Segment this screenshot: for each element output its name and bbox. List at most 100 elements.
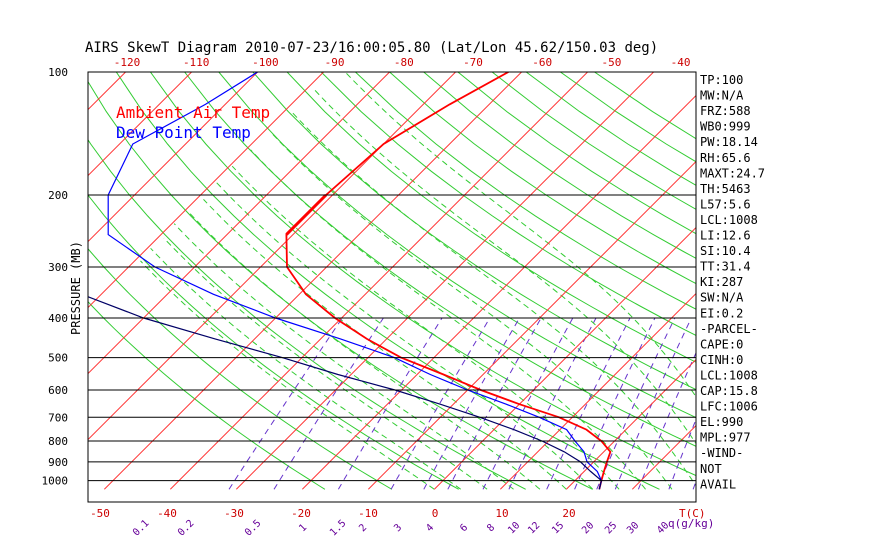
legend-ambient-air-temp: Ambient Air Temp — [116, 103, 270, 122]
stat-item: LFC:1006 — [700, 400, 758, 414]
stat-item: NOT — [700, 462, 722, 476]
moist-adiabat-line — [291, 111, 696, 487]
top-temp-tick-label: -50 — [601, 56, 621, 69]
stat-item: AVAIL — [700, 477, 736, 491]
dry-adiabat-line — [252, 72, 696, 391]
mixing-ratio-line — [228, 317, 343, 490]
isotherm-line — [88, 72, 258, 243]
stat-item: -PARCEL- — [700, 322, 758, 336]
stat-item: KI:287 — [700, 275, 743, 289]
mixing-ratio-line — [596, 317, 676, 490]
stat-item: SI:10.4 — [700, 244, 751, 258]
mixing-ratio-line — [614, 317, 692, 490]
pressure-tick-label: 800 — [48, 435, 68, 448]
mixing-ratio-tick-label: 4 — [424, 522, 436, 534]
stat-item: -WIND- — [700, 446, 743, 460]
stat-item: EL:990 — [700, 415, 743, 429]
chart-overlay: -120 -110 -100 -90 -80 -70 -60 -50 -40-50 -40 -30-… — [42, 56, 766, 539]
stat-item: LI:12.6 — [700, 229, 751, 243]
isotherm-line — [830, 72, 870, 489]
pressure-tick-label: 500 — [48, 352, 68, 365]
isotherm-line — [235, 72, 654, 490]
stat-item: CINH:0 — [700, 353, 743, 367]
series-line-ambient-air-temp — [285, 72, 612, 490]
stat-item: L57:5.6 — [700, 197, 751, 211]
mixing-ratio-tick-label: 0.2 — [176, 518, 197, 539]
top-temp-tick-label: -80 — [394, 56, 414, 69]
moist-adiabat-line — [173, 223, 514, 490]
series-line-dew-point-temp — [107, 72, 603, 490]
stat-item: FRZ:588 — [700, 104, 751, 118]
moist-adiabat-line — [140, 260, 435, 490]
isotherm-line — [433, 226, 696, 490]
isotherm-line — [88, 72, 390, 375]
dry-adiabat-line — [423, 72, 696, 259]
stat-item: MAXT:24.7 — [700, 166, 765, 180]
y-axis-label: PRESSURE (MB) — [69, 241, 83, 335]
dry-adiabat-line — [88, 247, 393, 490]
dry-adiabat-line — [88, 300, 326, 490]
pressure-tick-label: 600 — [48, 384, 68, 397]
top-temp-tick-label: -70 — [463, 56, 483, 69]
moist-adiabat-line — [163, 237, 488, 490]
mixing-ratio-line — [390, 317, 491, 490]
mixing-ratio-tick-label: 3 — [392, 522, 404, 534]
stat-item: LCL:1008 — [700, 213, 758, 227]
dry-adiabat-line — [491, 72, 696, 210]
mixing-ratio-line — [668, 418, 696, 490]
dry-adiabat-line — [88, 80, 593, 490]
mixing-ratio-tick-label: 10 — [506, 520, 522, 536]
top-temp-tick-label: -100 — [252, 56, 279, 69]
mixing-ratio-tick-label: 15 — [550, 520, 566, 536]
isotherm-line — [169, 72, 588, 490]
moist-adiabat-line — [188, 211, 541, 490]
mixing-ratio-tick-label: 1 — [297, 522, 309, 534]
pressure-tick-label: 200 — [48, 189, 68, 202]
pressure-tick-label: 900 — [48, 456, 68, 469]
isotherm-line — [565, 358, 696, 490]
chart-title: AIRS SkewT Diagram 2010-07-23/16:00:05.8… — [85, 40, 658, 56]
pressure-tick-label: 100 — [48, 66, 68, 79]
x-axis-label: T(C) — [679, 507, 706, 520]
bottom-temp-tick-label: -30 — [224, 507, 244, 520]
stat-item: SW:N/A — [700, 291, 744, 305]
pressure-tick-label: 300 — [48, 261, 68, 274]
isotherm-line — [88, 72, 126, 111]
moist-adiabat-line — [344, 72, 696, 398]
isotherm-line — [88, 72, 324, 309]
mixing-ratio-axis-label: q(g/kg) — [668, 517, 714, 530]
bottom-temp-tick-label: 0 — [432, 507, 439, 520]
isotherm-line — [103, 72, 522, 490]
mixing-ratio-tick-label: 20 — [580, 520, 596, 536]
dry-adiabat-line — [149, 72, 696, 477]
mixing-ratio-tick-label: 0.1 — [131, 518, 152, 539]
dry-adiabat-line — [218, 72, 696, 419]
mixing-ratio-tick-label: 2 — [357, 522, 369, 534]
dry-adiabat-line — [286, 72, 696, 363]
stat-item: PW:18.14 — [700, 135, 758, 149]
top-temp-tick-label: -120 — [114, 56, 141, 69]
stat-item: MPL:977 — [700, 431, 751, 445]
top-temp-tick-label: -110 — [183, 56, 210, 69]
tropopause-highlight — [285, 193, 328, 236]
bottom-temp-tick-label: 20 — [562, 507, 575, 520]
stat-item: RH:65.6 — [700, 151, 751, 165]
bottom-temp-tick-label: 10 — [495, 507, 508, 520]
pressure-tick-label: 700 — [48, 411, 68, 424]
mixing-ratio-tick-label: 25 — [603, 520, 619, 536]
mixing-ratio-line — [447, 317, 542, 490]
mixing-ratio-line — [423, 317, 520, 490]
dry-adiabat-line — [320, 72, 696, 337]
mixing-ratio-line — [508, 317, 597, 490]
top-temp-tick-label: -90 — [325, 56, 345, 69]
stat-item: CAP:15.8 — [700, 384, 758, 398]
mixing-ratio-line — [337, 317, 443, 490]
mixing-ratio-line — [273, 317, 384, 490]
stat-item: TP:100 — [700, 73, 743, 87]
mixing-ratio-line — [482, 317, 574, 490]
isotherm-line — [499, 292, 696, 490]
stat-item: MW:N/A — [700, 89, 744, 103]
dry-adiabat-line — [525, 72, 696, 186]
moist-adiabat-line — [231, 165, 620, 490]
